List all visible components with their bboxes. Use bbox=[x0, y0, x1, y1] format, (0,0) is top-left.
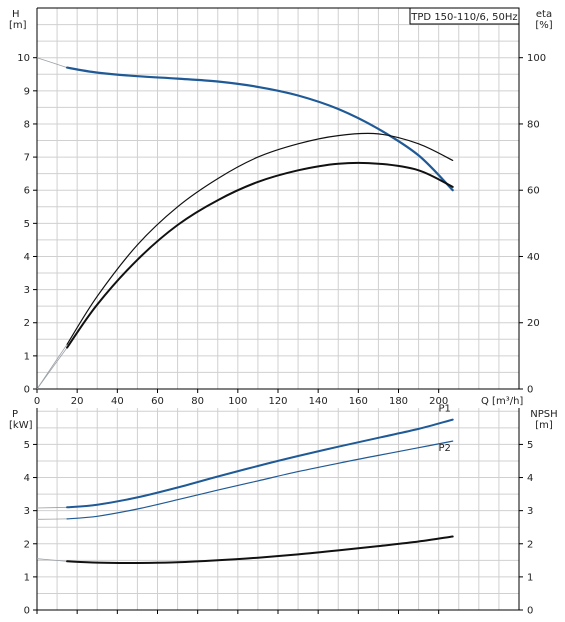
y-right-tick-label: 4 bbox=[527, 473, 533, 484]
x-tick-label: 60 bbox=[151, 396, 164, 407]
y-left-tick-label: 8 bbox=[24, 119, 30, 130]
series-line bbox=[66, 132, 454, 345]
y-right-tick-label: 5 bbox=[527, 440, 533, 451]
x-tick-label: 40 bbox=[111, 396, 124, 407]
power-npsh-panel: 0 1 2 3 4 5 0 1 2 3 4 5 P[kW] NPSH[m] P1 P2 bbox=[9, 404, 558, 617]
y-right-tick-label: 80 bbox=[527, 119, 540, 130]
y-right-axis-title: NPSH bbox=[530, 409, 557, 420]
y-left-axis-unit: [m] bbox=[9, 20, 27, 31]
x-tick-label: 20 bbox=[71, 396, 84, 407]
series-label: P2 bbox=[439, 443, 451, 454]
y-right-tick-label: 60 bbox=[527, 186, 540, 197]
y-left-tick-label: 4 bbox=[24, 252, 30, 263]
series-extrapolation-line bbox=[36, 347, 68, 390]
y-right-tick-label: 2 bbox=[527, 539, 533, 550]
x-tick-label: 180 bbox=[389, 396, 408, 407]
y-left-tick-label: 2 bbox=[24, 539, 30, 550]
series-extrapolation-line bbox=[36, 57, 68, 68]
y-left-tick-label: 0 bbox=[24, 606, 30, 617]
y-left-axis-title: P bbox=[12, 409, 18, 420]
series-label: P1 bbox=[439, 404, 451, 415]
y-left-tick-label: 3 bbox=[24, 506, 30, 517]
series-line bbox=[66, 418, 454, 509]
series-line bbox=[66, 440, 454, 520]
series-extrapolation-line bbox=[36, 506, 68, 509]
x-tick-label: 0 bbox=[34, 396, 40, 407]
x-tick-label: 100 bbox=[228, 396, 247, 407]
y-left-axis-title: H bbox=[12, 9, 20, 20]
y-right-tick-label: 100 bbox=[527, 53, 546, 64]
y-left-tick-label: 6 bbox=[24, 186, 30, 197]
x-axis-label: Q [m³/h] bbox=[481, 396, 523, 407]
x-tick-label: 80 bbox=[191, 396, 204, 407]
x-tick-label: 120 bbox=[268, 396, 287, 407]
series-line bbox=[66, 161, 454, 349]
y-left-axis-unit: [kW] bbox=[9, 420, 33, 431]
y-left-tick-label: 4 bbox=[24, 473, 30, 484]
series-line bbox=[66, 535, 454, 565]
x-tick-label: 200 bbox=[429, 396, 448, 407]
y-left-tick-label: 7 bbox=[24, 153, 30, 164]
y-left-tick-label: 0 bbox=[24, 385, 30, 396]
y-left-tick-label: 3 bbox=[24, 285, 30, 296]
y-left-tick-label: 1 bbox=[24, 572, 30, 583]
x-tick-label: 140 bbox=[309, 396, 328, 407]
y-right-tick-label: 3 bbox=[527, 506, 533, 517]
y-right-tick-label: 20 bbox=[527, 318, 540, 329]
y-left-tick-label: 5 bbox=[24, 440, 30, 451]
y-right-axis-title: eta bbox=[536, 9, 552, 20]
y-right-tick-label: 0 bbox=[527, 385, 533, 396]
series-extrapolation-line bbox=[36, 558, 68, 562]
y-left-tick-label: 5 bbox=[24, 219, 30, 230]
y-right-tick-label: 1 bbox=[527, 572, 533, 583]
y-right-axis-unit: [%] bbox=[535, 20, 552, 31]
x-tick-label: 160 bbox=[349, 396, 368, 407]
chart-title: TPD 150-110/6, 50Hz bbox=[410, 12, 517, 23]
y-left-tick-label: 1 bbox=[24, 351, 30, 362]
y-right-tick-label: 0 bbox=[527, 606, 533, 617]
y-right-tick-label: 40 bbox=[527, 252, 540, 263]
y-left-tick-label: 9 bbox=[24, 86, 30, 97]
y-left-tick-label: 2 bbox=[24, 318, 30, 329]
y-right-axis-unit: [m] bbox=[535, 420, 553, 431]
y-left-tick-label: 10 bbox=[17, 53, 30, 64]
series-line bbox=[66, 66, 454, 192]
title-box bbox=[409, 7, 520, 25]
